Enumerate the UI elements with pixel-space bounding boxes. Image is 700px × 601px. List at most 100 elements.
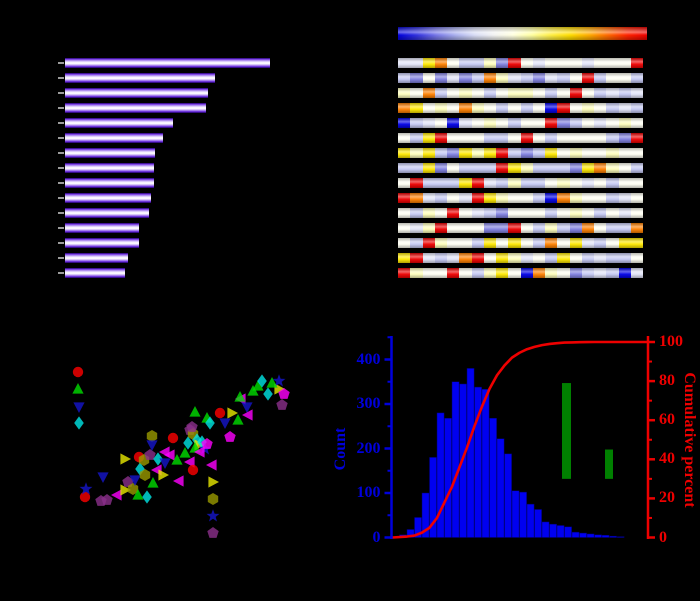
heatmap-cell (630, 223, 643, 234)
heatmap-cell (398, 87, 411, 98)
heatmap-cell (594, 57, 607, 68)
heatmap-cell (630, 268, 643, 279)
histogram-bar (421, 492, 430, 538)
bar (65, 268, 125, 279)
heatmap-cell (447, 223, 460, 234)
heatmap-cell (581, 72, 594, 83)
heatmap-cell (532, 87, 545, 98)
histogram-bar (564, 526, 572, 538)
heatmap-cell (569, 208, 582, 219)
bar (65, 253, 128, 264)
bar (65, 162, 154, 173)
scatter-marker-pentagon (186, 421, 198, 432)
heatmap-cell (606, 117, 619, 128)
y-axis-tick (58, 61, 64, 64)
heatmap-cell (545, 223, 558, 234)
heatmap-cell (532, 132, 545, 143)
heatmap-cell (569, 87, 582, 98)
heatmap-cell (422, 72, 435, 83)
scatter-marker-triangle-up (132, 489, 144, 500)
y-axis-tick (58, 257, 64, 260)
heatmap-cell (422, 147, 435, 158)
heatmap-cell (422, 238, 435, 249)
histogram-bar (429, 457, 437, 538)
bar (65, 132, 163, 143)
histogram-bar (541, 521, 550, 538)
heatmap-cell (569, 72, 582, 83)
heatmap-cell (594, 208, 607, 219)
heatmap-cell (447, 178, 460, 189)
heatmap-cell (398, 238, 411, 249)
heatmap-cell (398, 147, 411, 158)
histogram-bar (519, 491, 527, 538)
heatmap-cell (606, 193, 619, 204)
heatmap-cell (520, 162, 533, 173)
heatmap-cell (410, 223, 423, 234)
scatter-marker-pentagon (122, 476, 134, 487)
heatmap-cell (581, 147, 594, 158)
scatter-marker-triangle-down (146, 440, 158, 451)
bar (65, 238, 139, 249)
heatmap-cell (483, 102, 496, 113)
heatmap-cell (569, 268, 582, 279)
heatmap-cell (594, 102, 607, 113)
scatter-marker-triangle-right (227, 407, 238, 419)
scatter-marker-pentagon (207, 527, 219, 538)
cumulative-tick-label: 20 (659, 489, 675, 507)
heatmap-cell (471, 72, 484, 83)
heatmap-cell (569, 102, 582, 113)
scatter-marker-circle (72, 366, 84, 378)
heatmap-cell (545, 238, 558, 249)
scatter-marker-triangle-right (158, 469, 169, 481)
histogram-bar (444, 417, 452, 538)
heatmap-cell (434, 72, 447, 83)
heatmap-cell (410, 117, 423, 128)
bar (65, 193, 151, 204)
histogram-bar (466, 368, 475, 538)
heatmap-cell (594, 87, 607, 98)
heatmap-cell (581, 132, 594, 143)
y-axis-tick (58, 136, 64, 139)
heatmap-cell (483, 253, 496, 264)
scatter-marker-triangle-up (72, 383, 84, 394)
heatmap-cell (557, 132, 570, 143)
heatmap-cell (496, 208, 509, 219)
heatmap-cell (508, 162, 521, 173)
heatmap-cell (459, 117, 472, 128)
heatmap-cell (557, 268, 570, 279)
y-axis-tick (58, 106, 64, 109)
scatter-marker-diamond (153, 452, 163, 466)
y-axis-tick (58, 197, 64, 200)
scatter-marker-triangle-right (120, 484, 131, 496)
histogram-bar (556, 525, 565, 538)
scatter-marker-hexagon (139, 469, 151, 481)
heatmap-cell (630, 193, 643, 204)
heatmap-cell (606, 223, 619, 234)
scatter-marker-triangle-right (274, 383, 285, 395)
heatmap-cell (532, 238, 545, 249)
bar (65, 208, 149, 219)
heatmap-cell (557, 162, 570, 173)
heatmap-cell (508, 268, 521, 279)
heatmap-cell (434, 102, 447, 113)
heatmap-cell (606, 147, 619, 158)
heatmap-cell (545, 117, 558, 128)
heatmap-cell (398, 162, 411, 173)
heatmap-cell (581, 223, 594, 234)
heatmap-cell (434, 253, 447, 264)
scatter-marker-triangle-up (234, 391, 246, 402)
bar (65, 102, 206, 113)
scatter-marker-hexagon (207, 493, 219, 505)
bar (65, 117, 173, 128)
heatmap-cell (422, 178, 435, 189)
scatter-marker-star (206, 509, 220, 522)
heatmap-cell (520, 147, 533, 158)
heatmap-cell (410, 178, 423, 189)
heatmap-cell (581, 57, 594, 68)
heatmap-cell (447, 208, 460, 219)
scatter-marker-circle (214, 407, 226, 419)
heatmap-cell (422, 208, 435, 219)
heatmap-cell (483, 193, 496, 204)
heatmap-cell (447, 238, 460, 249)
